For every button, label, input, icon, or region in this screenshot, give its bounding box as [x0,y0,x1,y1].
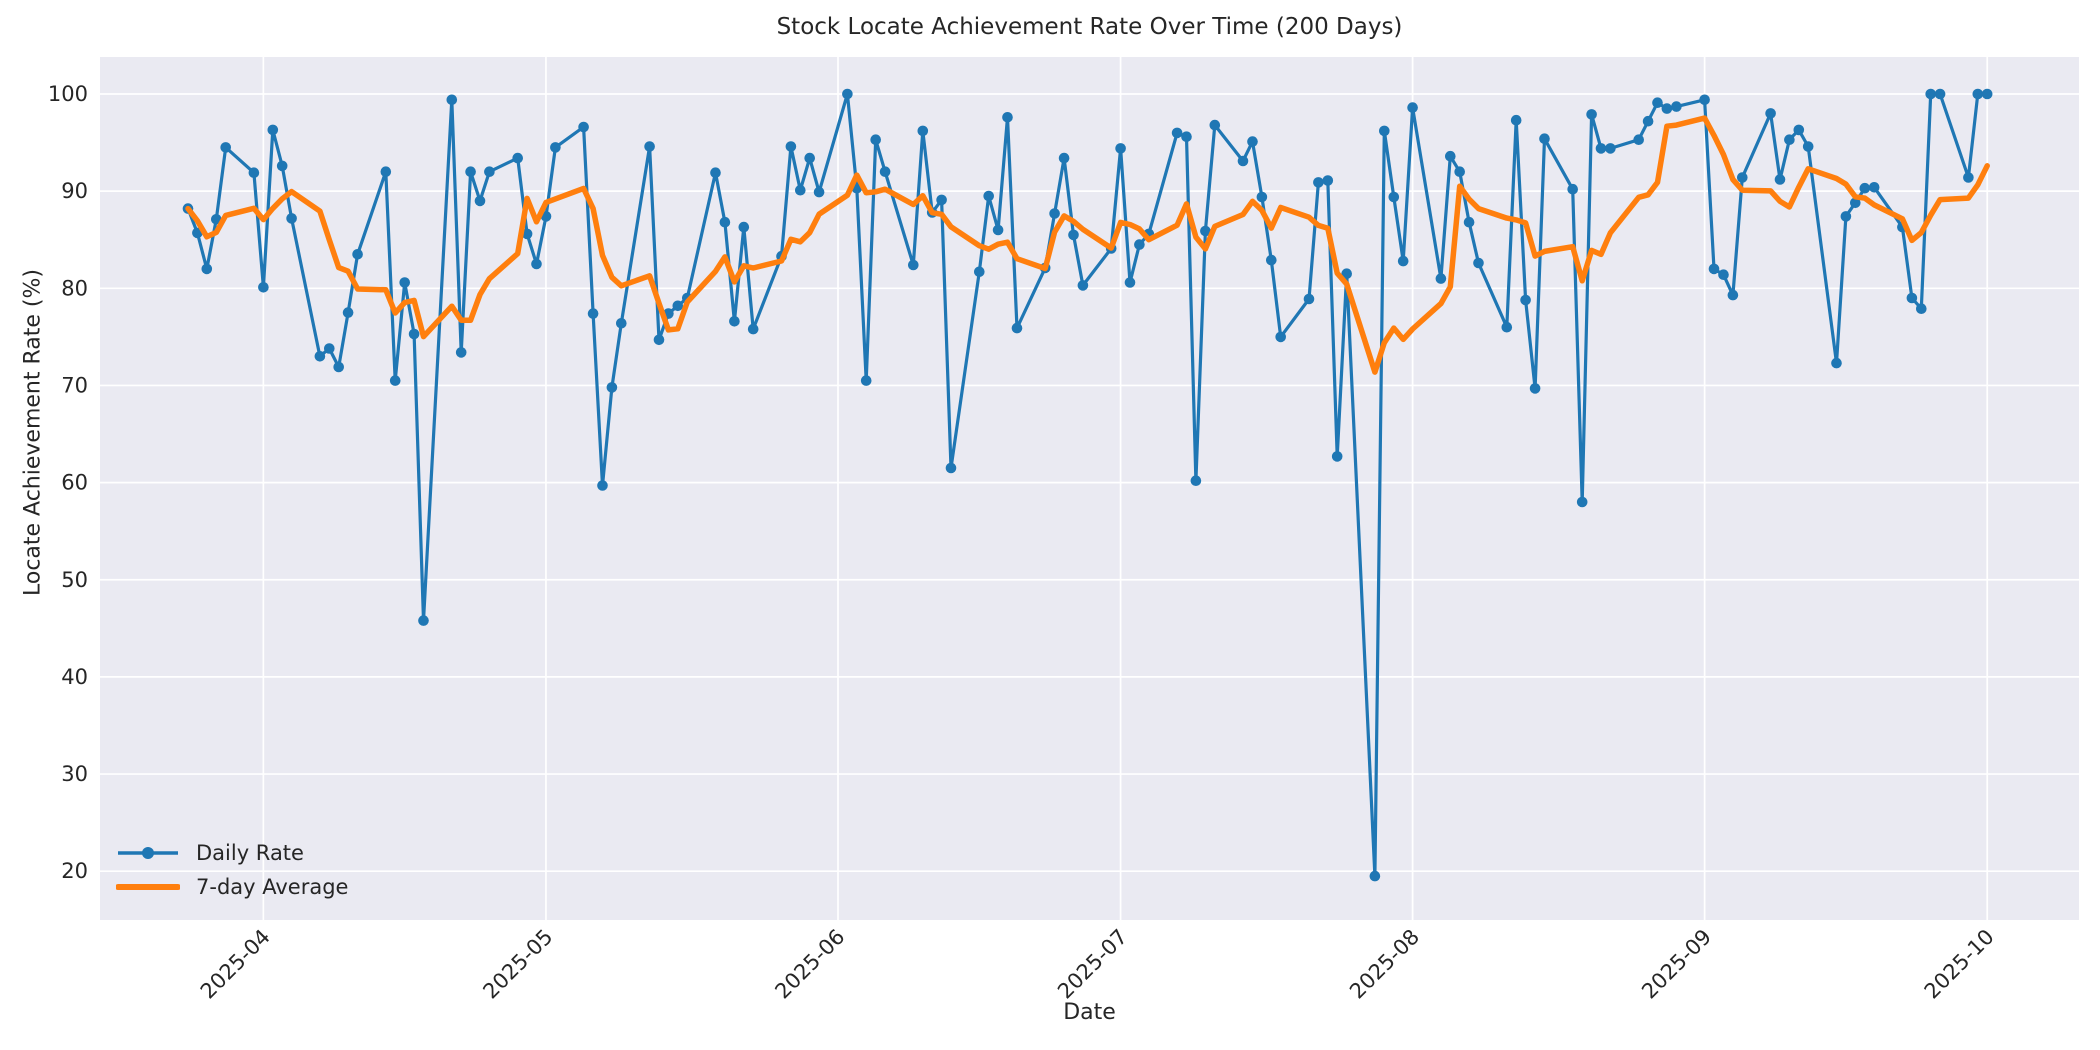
svg-text:2025-07: 2025-07 [1053,925,1132,1004]
legend-label-daily-rate: Daily Rate [196,841,304,865]
y-tick-labels: 20 30 40 50 60 70 80 90 100 [48,82,88,883]
svg-text:2025-09: 2025-09 [1637,925,1716,1004]
svg-text:90: 90 [61,179,88,203]
legend-label-7day-average: 7-day Average [196,875,349,899]
seven-day-average-line [185,115,1990,375]
svg-text:2025-04: 2025-04 [196,925,275,1004]
svg-text:2025-08: 2025-08 [1345,925,1424,1004]
average-swatch-icon [116,884,180,890]
legend-item-7day-average: 7-day Average [116,870,348,904]
x-tick-labels: 2025-04 2025-05 2025-06 2025-07 2025-08 2025-… [196,925,1999,1004]
legend-item-daily-rate: Daily Rate [116,836,348,870]
svg-text:60: 60 [61,471,88,495]
plot-background [100,57,2079,920]
chart-title: Stock Locate Achievement Rate Over Time … [776,14,1403,40]
svg-text:80: 80 [61,276,88,300]
svg-text:2025-06: 2025-06 [770,925,849,1004]
legend: Daily Rate 7-day Average [116,836,348,904]
svg-text:30: 30 [61,762,88,786]
svg-text:20: 20 [61,859,88,883]
svg-text:70: 70 [61,373,88,397]
svg-text:2025-05: 2025-05 [478,925,557,1004]
svg-text:100: 100 [48,82,88,106]
svg-text:2025-10: 2025-10 [1920,925,1999,1004]
svg-text:50: 50 [61,568,88,592]
svg-text:40: 40 [61,665,88,689]
x-axis-label: Date [1063,1000,1116,1025]
daily-rate-swatch-icon [118,847,178,859]
